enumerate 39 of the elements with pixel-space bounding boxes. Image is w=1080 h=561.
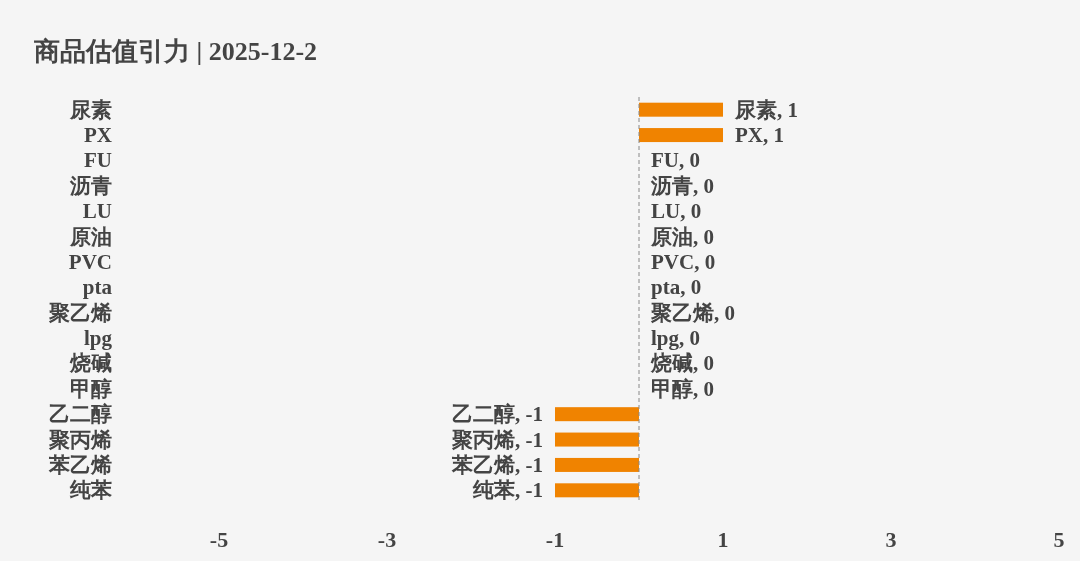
y-tick-label: PX: [84, 123, 112, 148]
y-tick-label: pta: [82, 275, 113, 300]
data-label: 甲醇, 0: [651, 376, 714, 401]
data-label: 苯乙烯, -1: [451, 452, 543, 477]
y-tick-label: 甲醇: [70, 376, 112, 401]
y-tick-label: PVC: [68, 249, 112, 274]
y-tick-label: 沥青: [69, 173, 112, 198]
data-label: 聚乙烯, 0: [650, 300, 735, 325]
x-tick-label: -5: [209, 527, 229, 552]
data-label: 纯苯, -1: [472, 478, 543, 503]
y-tick-label: 聚丙烯: [48, 427, 112, 452]
data-label: PX, 1: [735, 123, 784, 148]
y-tick-label: 乙二醇: [49, 402, 112, 427]
y-tick-label: 原油: [69, 224, 112, 249]
y-tick-label: 尿素: [69, 97, 112, 122]
data-label: lpg, 0: [651, 326, 701, 351]
x-tick-label: 1: [717, 527, 729, 552]
data-label: pta, 0: [651, 275, 702, 300]
data-label: 原油, 0: [650, 224, 714, 249]
data-label: PVC, 0: [651, 249, 716, 274]
data-label: FU, 0: [651, 148, 700, 173]
y-tick-label: 烧碱: [69, 351, 112, 376]
data-label: 聚丙烯, -1: [451, 427, 543, 452]
y-tick-label: 苯乙烯: [48, 452, 112, 477]
data-label: LU, 0: [651, 199, 702, 224]
data-label: 沥青, 0: [650, 173, 714, 198]
x-tick-label: -1: [545, 527, 565, 552]
y-tick-label: 聚乙烯: [48, 300, 112, 325]
y-tick-label: FU: [84, 148, 112, 173]
data-label: 尿素, 1: [734, 97, 798, 122]
y-tick-label: LU: [82, 199, 112, 224]
x-tick-label: 5: [1053, 527, 1065, 552]
chart-title: 商品估值引力 | 2025-12-2: [33, 37, 318, 66]
x-tick-label: -3: [377, 527, 397, 552]
data-label: 乙二醇, -1: [452, 402, 543, 427]
data-label: 烧碱, 0: [650, 351, 714, 376]
y-tick-label: 纯苯: [69, 478, 112, 503]
y-tick-label: lpg: [83, 326, 113, 351]
x-tick-label: 3: [885, 527, 897, 552]
